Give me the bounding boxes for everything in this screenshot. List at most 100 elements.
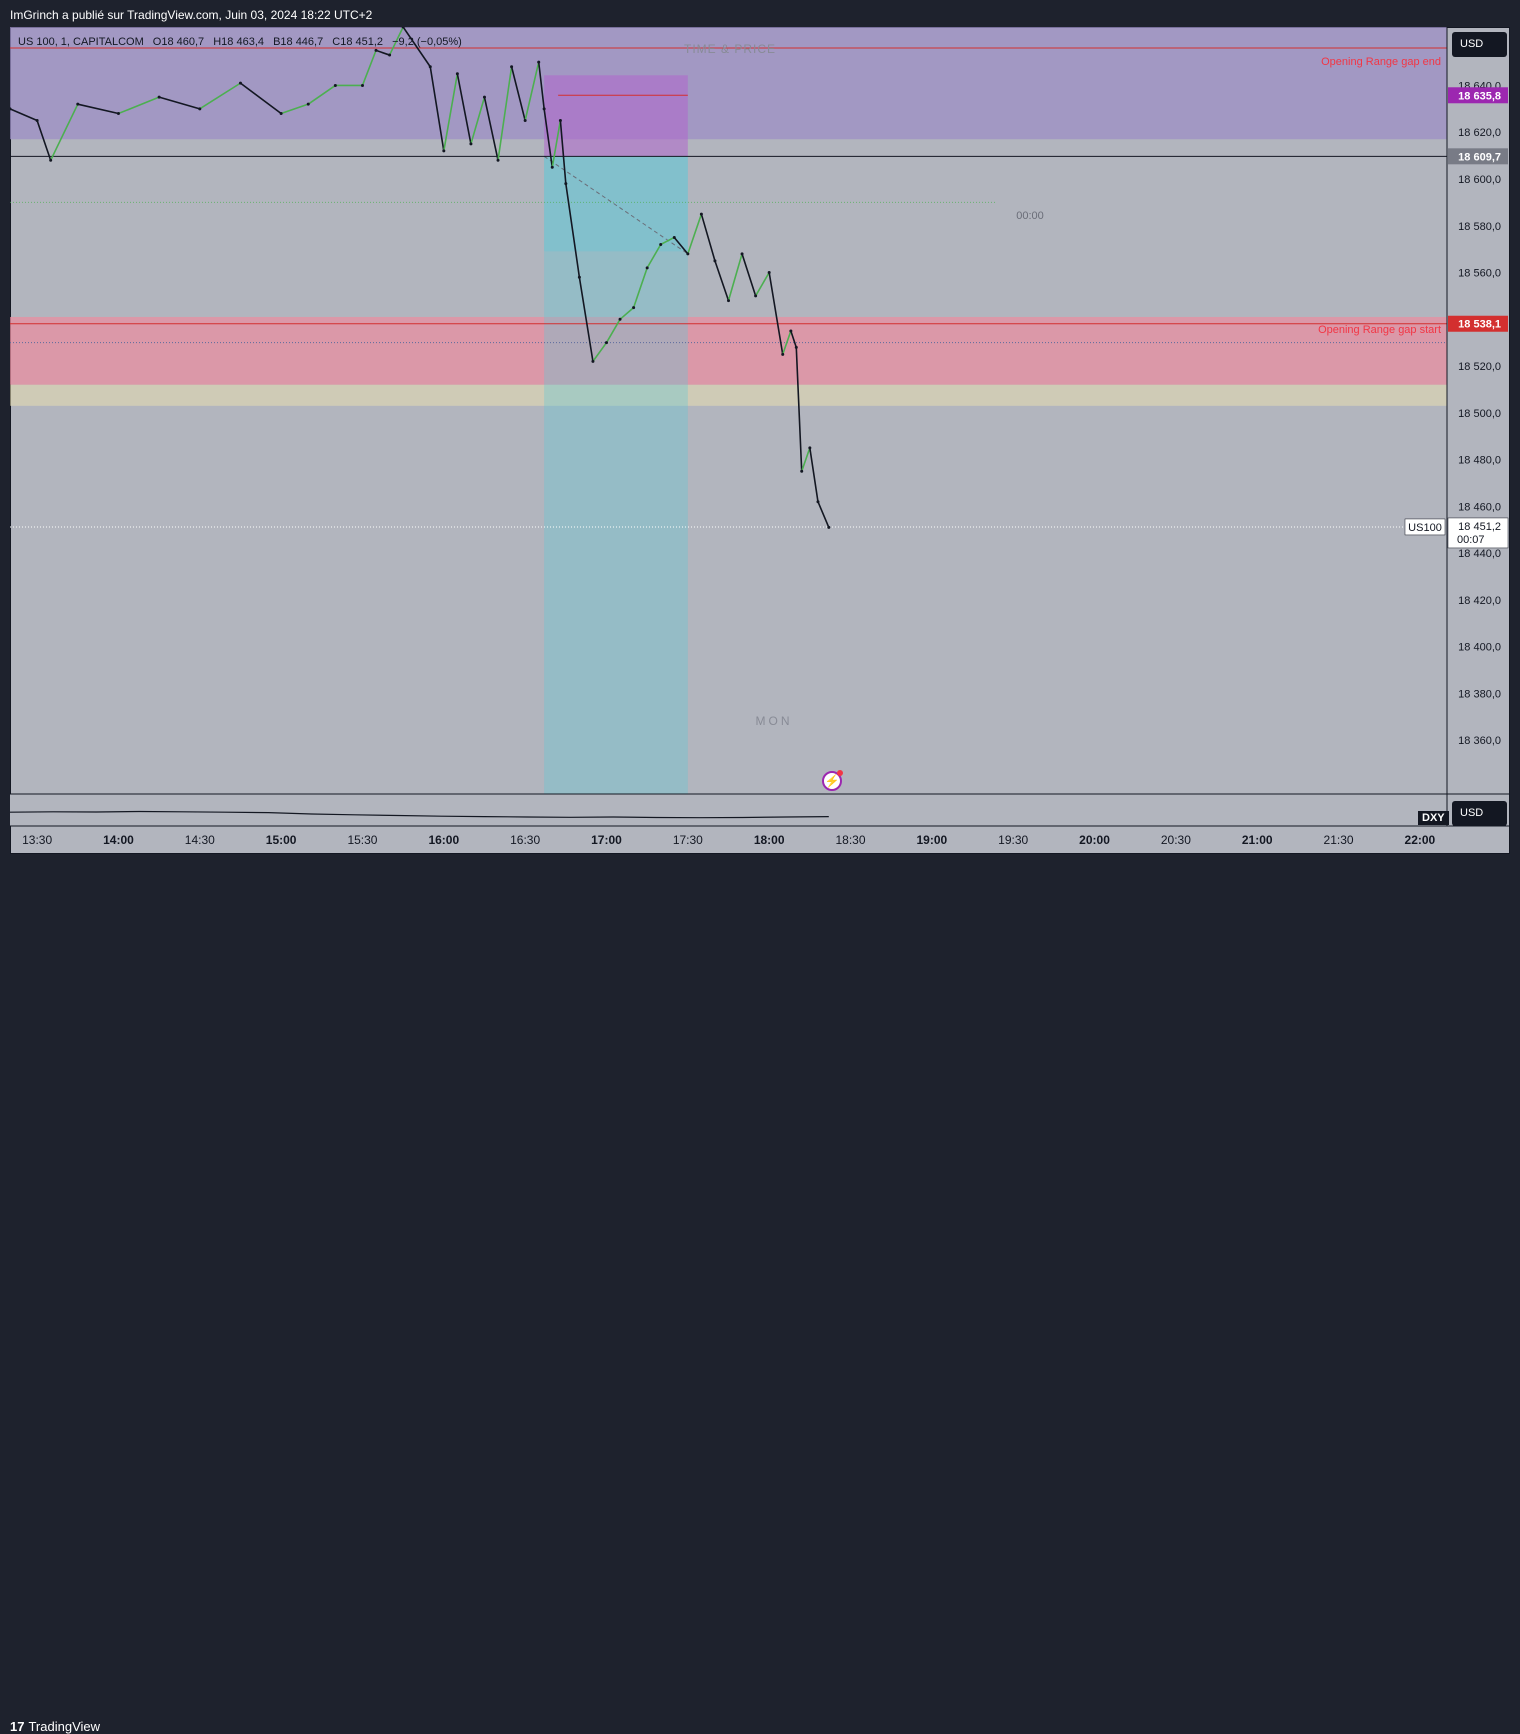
price-segment	[741, 253, 757, 297]
price-segment	[605, 318, 621, 344]
price-segment	[510, 65, 526, 122]
price-point	[794, 345, 798, 349]
time-tick-label: 19:30	[998, 833, 1028, 847]
price-segment	[198, 82, 242, 110]
price-segment	[559, 119, 567, 185]
price-chart[interactable]: 18 640,018 620,018 600,018 580,018 560,0…	[10, 27, 1510, 854]
price-point	[198, 107, 202, 111]
price-point	[686, 252, 690, 256]
time-tick-label: 13:30	[22, 833, 52, 847]
zone-band	[10, 316, 1447, 385]
legend-high: H18 463,4	[213, 36, 264, 48]
symbol-legend[interactable]: US 100, 1, CAPITALCOM O18 460,7 H18 463,…	[18, 36, 468, 48]
price-segment	[117, 96, 160, 115]
time-tick-label: 21:00	[1242, 833, 1273, 847]
price-segment	[402, 27, 432, 68]
price-segment	[158, 96, 201, 110]
price-point	[455, 72, 459, 76]
price-point	[781, 352, 785, 356]
price-segment	[10, 108, 38, 122]
price-segment	[49, 103, 79, 162]
price-point	[482, 95, 486, 99]
time-tick-label: 18:30	[835, 833, 865, 847]
price-point	[754, 294, 758, 298]
price-segment	[700, 213, 716, 262]
price-segment	[714, 260, 730, 302]
price-badge-gray-text: 18 609,7	[1458, 151, 1501, 163]
price-segment	[307, 84, 337, 105]
price-point	[428, 65, 432, 69]
price-point	[789, 329, 793, 333]
midnight-label: 00:00	[1016, 210, 1044, 222]
price-badge-purple-text: 18 635,8	[1458, 90, 1501, 102]
price-point	[558, 119, 562, 123]
tradingview-brand: TradingView	[28, 1719, 101, 1734]
price-segment	[470, 96, 486, 145]
price-point	[496, 158, 500, 162]
price-point	[76, 102, 80, 106]
time-tick-label: 15:30	[347, 833, 377, 847]
price-point	[360, 83, 364, 87]
price-tick-label: 18 500,0	[1458, 408, 1501, 420]
price-point	[374, 48, 378, 52]
price-segment	[497, 65, 513, 162]
watermark-top: TIME & PRICE	[684, 42, 776, 56]
price-currency-button[interactable]: USD	[1452, 32, 1507, 57]
price-point	[564, 182, 568, 186]
price-segment	[809, 447, 819, 503]
price-point	[523, 119, 527, 123]
price-point	[10, 107, 12, 111]
time-tick-label: 20:00	[1079, 833, 1110, 847]
current-price-text: 18 451,2	[1458, 521, 1501, 533]
price-point	[816, 500, 820, 504]
price-point	[238, 81, 242, 85]
zones-layer	[10, 27, 1447, 794]
price-tick-label: 18 400,0	[1458, 642, 1501, 654]
price-point	[401, 27, 405, 29]
price-point	[577, 275, 581, 279]
chart-frame[interactable]	[10, 27, 1510, 854]
price-point	[306, 102, 310, 106]
legend-close: C18 451,2	[332, 36, 384, 48]
price-segment	[429, 65, 445, 152]
price-point	[550, 165, 554, 169]
price-segment	[687, 213, 703, 255]
watermark-bottom: MON	[756, 714, 793, 728]
price-badge-red-text: 18 538,1	[1458, 319, 1501, 331]
price-segment	[754, 271, 770, 297]
symbol-tag-text: US100	[1408, 522, 1442, 534]
price-segment	[280, 103, 310, 115]
publisher-line: ImGrinch a publié sur TradingView.com, J…	[10, 8, 373, 22]
price-point	[537, 60, 541, 64]
price-badge-gray	[1448, 148, 1508, 165]
time-tick-label: 14:30	[185, 833, 215, 847]
price-segment	[456, 72, 472, 145]
gap-end-label: Opening Range gap end	[1321, 56, 1441, 68]
price-point	[632, 306, 636, 310]
gap-start-label: Opening Range gap start	[1318, 324, 1441, 336]
price-segment	[781, 330, 792, 356]
flash-alert-icon[interactable]: ⚡	[822, 770, 843, 791]
price-point	[727, 299, 730, 303]
levels-layer	[10, 47, 1447, 528]
price-segment	[578, 276, 594, 363]
price-segment	[632, 267, 648, 309]
price-point	[542, 107, 546, 111]
price-segment	[619, 306, 635, 321]
price-point	[604, 341, 608, 345]
dxy-currency-button[interactable]: USD	[1452, 801, 1507, 826]
price-segment	[361, 49, 377, 87]
price-segment	[551, 119, 562, 169]
price-point	[618, 317, 622, 321]
countdown-text: 00:07	[1457, 534, 1485, 546]
price-point	[713, 259, 717, 263]
price-tick-label: 18 580,0	[1458, 221, 1501, 233]
price-segment	[239, 82, 282, 115]
price-segment	[768, 271, 784, 356]
price-tick-label: 18 440,0	[1458, 548, 1501, 560]
dxy-line	[10, 810, 829, 819]
stop-loss-box	[544, 75, 688, 157]
time-tick-label: 16:00	[428, 833, 459, 847]
price-point	[442, 149, 446, 153]
tradingview-logo[interactable]: 17 TradingView	[10, 1719, 100, 1734]
